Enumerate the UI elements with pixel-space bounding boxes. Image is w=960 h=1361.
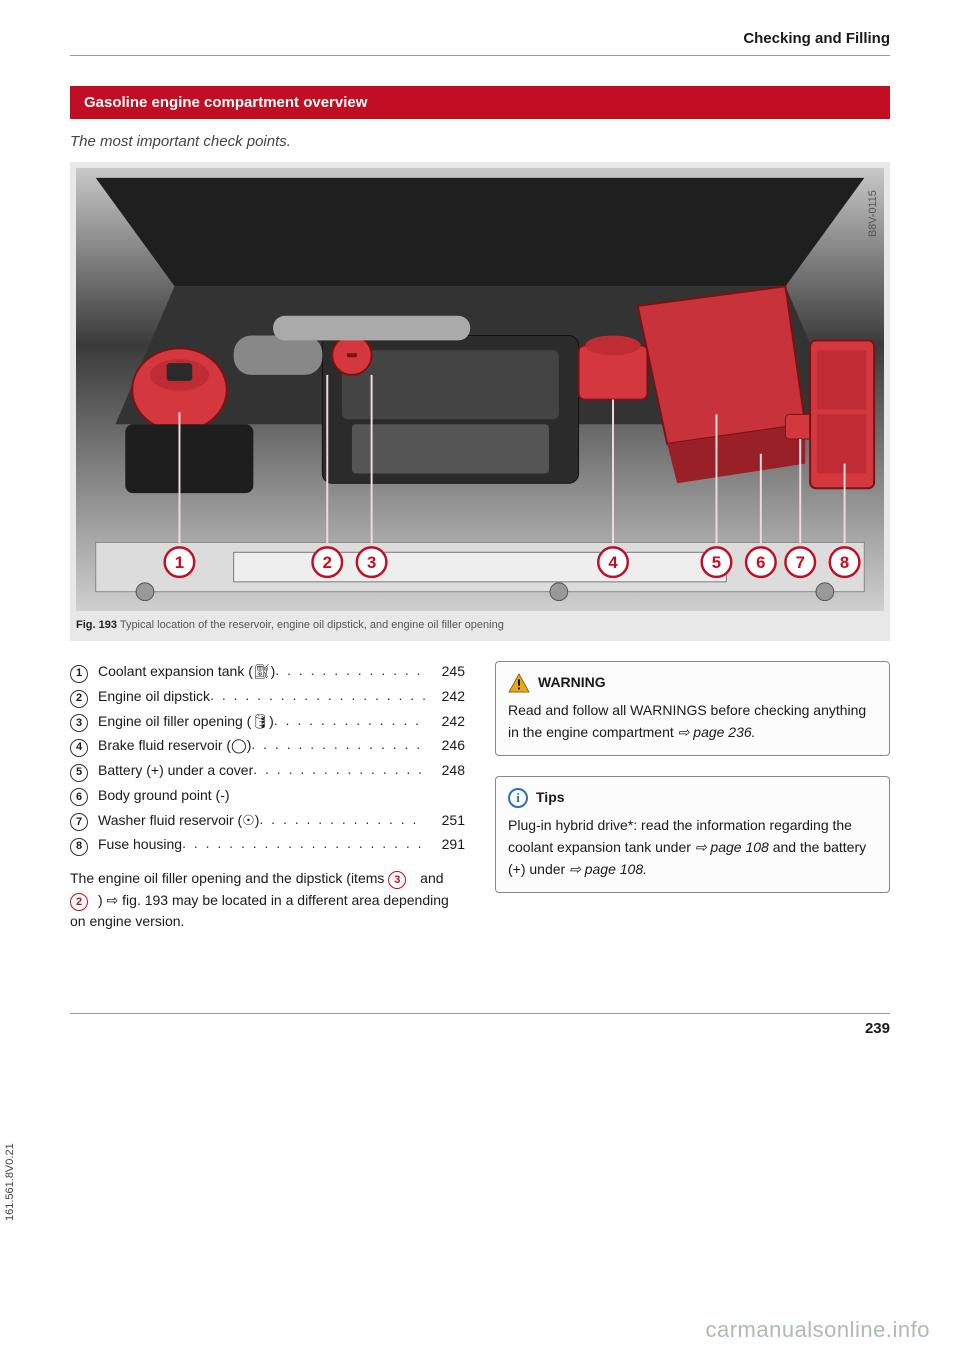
list-item: 4 Brake fluid reservoir (◯) . . . . . . .… — [70, 735, 465, 757]
footer: 239 — [70, 1013, 890, 1037]
item-number: 6 — [70, 788, 88, 806]
list-item: 1 Coolant expansion tank (⛽︎) . . . . . .… — [70, 661, 465, 683]
svg-text:5: 5 — [712, 553, 721, 572]
tips-page-ref-1: ⇨ page 108 — [695, 839, 769, 855]
item-label: Battery (+) under a cover — [98, 760, 253, 782]
warning-icon — [508, 673, 530, 693]
svg-text:3: 3 — [367, 553, 376, 572]
tips-page-ref-2: ⇨ page 108. — [569, 861, 647, 877]
warning-title: WARNING — [538, 672, 606, 694]
dot-leader: . . . . . . . . . . . . . . . . . . . . … — [275, 660, 425, 682]
dot-leader: . . . . . . . . . . . . . . . . . . . . … — [253, 759, 425, 781]
item-page: 248 — [425, 760, 465, 782]
dot-leader: . . . . . . . . . . . . . . . . . . . . … — [251, 734, 425, 756]
item-number: 2 — [70, 690, 88, 708]
marker-2: 2 — [312, 547, 342, 577]
section-header: Checking and Filling — [70, 30, 890, 56]
list-item: 5 Battery (+) under a cover . . . . . . .… — [70, 760, 465, 782]
dot-leader: . . . . . . . . . . . . . . . . . . . . … — [182, 833, 425, 855]
marker-4: 4 — [598, 547, 628, 577]
list-item: 2 Engine oil dipstick . . . . . . . . . .… — [70, 686, 465, 708]
item-page: 246 — [425, 735, 465, 757]
page-number: 239 — [865, 1020, 890, 1037]
engine-diagram: 1 2 3 4 5 — [76, 168, 884, 611]
svg-text:1: 1 — [175, 553, 184, 572]
document-code: 161.561.8V0.21 — [4, 1143, 16, 1221]
svg-text:4: 4 — [608, 553, 618, 572]
svg-text:2: 2 — [323, 553, 332, 572]
item-label: Coolant expansion tank (⛽︎) — [98, 661, 275, 683]
item-label: Engine oil dipstick — [98, 686, 210, 708]
note-b: ) ⇨ fig. 193 may be located in a differe… — [70, 892, 449, 930]
svg-text:6: 6 — [756, 553, 765, 572]
tips-title: Tips — [536, 787, 565, 809]
marker-5: 5 — [702, 547, 732, 577]
list-item: 3 Engine oil filler opening (🛢) . . . . .… — [70, 711, 465, 733]
list-item: 6 Body ground point (-) — [70, 785, 465, 807]
inline-ref-3: 3 — [388, 871, 406, 889]
svg-text:8: 8 — [840, 553, 849, 572]
inline-ref-2: 2 — [70, 893, 88, 911]
svg-text:7: 7 — [796, 553, 805, 572]
item-page: 242 — [425, 686, 465, 708]
note-paragraph: The engine oil filler opening and the di… — [70, 868, 465, 933]
item-number: 3 — [70, 714, 88, 732]
warning-page-ref: ⇨ page 236. — [678, 724, 756, 740]
marker-3: 3 — [357, 547, 387, 577]
figure-container: 1 2 3 4 5 — [70, 162, 890, 641]
item-number: 4 — [70, 739, 88, 757]
banner-title: Gasoline engine compartment overview — [70, 86, 890, 119]
marker-7: 7 — [785, 547, 815, 577]
figure-caption: Fig. 193 Typical location of the reservo… — [76, 619, 884, 631]
item-label: Fuse housing — [98, 834, 182, 856]
dot-leader: . . . . . . . . . . . . . . . . . . . . … — [259, 809, 425, 831]
item-label: Engine oil filler opening (🛢) — [98, 711, 274, 733]
image-code: B8V-0115 — [867, 190, 879, 237]
item-page: 245 — [425, 661, 465, 683]
tips-callout: i Tips Plug-in hybrid drive*: read the i… — [495, 776, 890, 893]
item-page: 291 — [425, 834, 465, 856]
item-page: 242 — [425, 711, 465, 733]
right-column: WARNING Read and follow all WARNINGS bef… — [495, 661, 890, 933]
note-mid: and — [416, 870, 443, 886]
marker-8: 8 — [830, 547, 860, 577]
list-item: 7 Washer fluid reservoir (☉) . . . . . . … — [70, 810, 465, 832]
list-item: 8 Fuse housing . . . . . . . . . . . . . … — [70, 834, 465, 856]
item-label: Washer fluid reservoir (☉) — [98, 810, 259, 832]
item-page: 251 — [425, 810, 465, 832]
item-number: 5 — [70, 764, 88, 782]
item-number: 8 — [70, 838, 88, 856]
page-subtitle: The most important check points. — [70, 133, 890, 150]
figure-caption-text: Typical location of the reservoir, engin… — [120, 619, 504, 631]
page-content: Checking and Filling Gasoline engine com… — [0, 0, 960, 1077]
item-number: 1 — [70, 665, 88, 683]
left-column: 1 Coolant expansion tank (⛽︎) . . . . . .… — [70, 661, 465, 933]
info-icon: i — [508, 788, 528, 808]
figure-caption-label: Fig. 193 — [76, 619, 117, 631]
dot-leader: . . . . . . . . . . . . . . . . . . . . … — [274, 710, 425, 732]
note-a: The engine oil filler opening and the di… — [70, 870, 388, 886]
item-number: 7 — [70, 813, 88, 831]
watermark: carmanualsonline.info — [705, 1317, 930, 1343]
marker-6: 6 — [746, 547, 776, 577]
item-label: Body ground point (-) — [98, 785, 230, 807]
marker-1: 1 — [165, 547, 195, 577]
dot-leader: . . . . . . . . . . . . . . . . . . . . … — [210, 685, 425, 707]
item-label: Brake fluid reservoir (◯) — [98, 735, 251, 757]
warning-callout: WARNING Read and follow all WARNINGS bef… — [495, 661, 890, 756]
